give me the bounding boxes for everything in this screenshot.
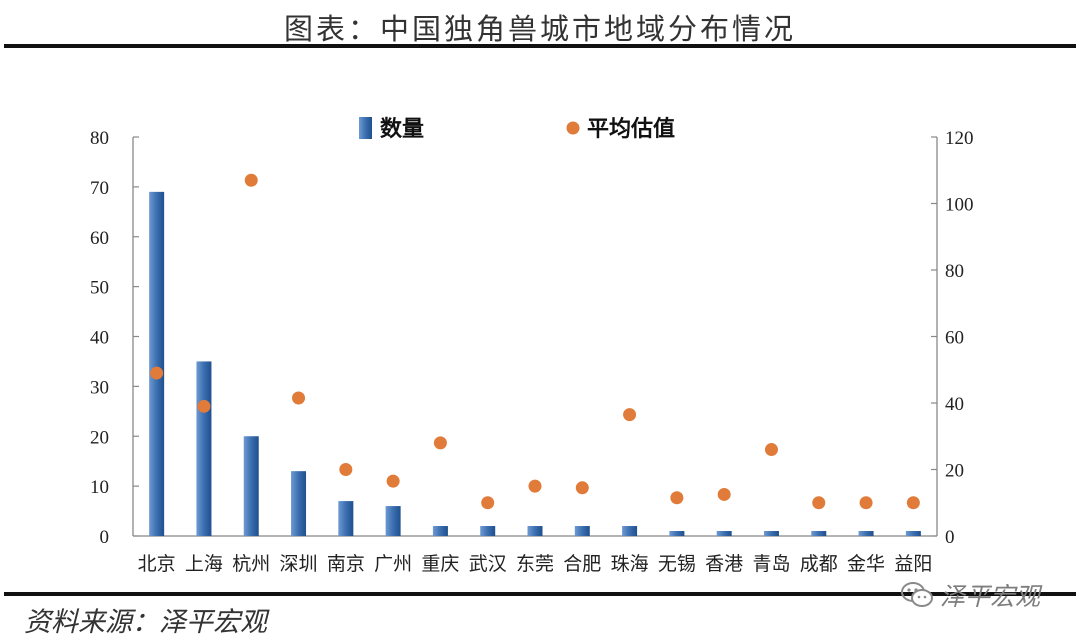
legend-label-bar: 数量 xyxy=(380,116,424,142)
bar xyxy=(669,531,685,536)
right-tick-label: 20 xyxy=(945,461,964,482)
category-label: 成都 xyxy=(800,553,838,575)
category-label: 珠海 xyxy=(611,553,649,575)
scatter-point xyxy=(575,481,589,495)
legend: 数量 平均估值 xyxy=(359,116,675,142)
scatter-point xyxy=(244,173,258,187)
scatter-point xyxy=(623,408,637,422)
legend-swatch-dot xyxy=(566,121,580,135)
category-label: 杭州 xyxy=(232,553,270,575)
bar xyxy=(858,531,874,536)
scatter-point xyxy=(481,496,495,510)
category-label: 金华 xyxy=(847,553,885,575)
right-tick-label: 120 xyxy=(945,128,974,149)
scatter-point xyxy=(717,487,731,501)
scatter-point xyxy=(292,391,306,405)
category-label: 合肥 xyxy=(563,553,601,575)
bar xyxy=(763,531,779,536)
left-tick-label: 20 xyxy=(90,427,109,448)
bar xyxy=(716,531,732,536)
left-tick-label: 10 xyxy=(90,477,109,498)
watermark-text: 泽平宏观 xyxy=(940,582,1041,611)
category-labels: 北京 上海 杭州 深圳 南京 广州 重庆 武汉 东莞 合肥 珠海 无锡 香港 青岛 成都 金华 益阳 xyxy=(138,553,933,575)
scatter-point xyxy=(433,436,447,450)
bar xyxy=(622,526,638,536)
scatter-point xyxy=(528,479,542,493)
scatter-point xyxy=(150,366,164,380)
left-tick-label: 0 xyxy=(100,527,110,548)
scatter-point xyxy=(812,496,826,510)
right-tick-label: 80 xyxy=(945,261,964,282)
right-tick-label: 0 xyxy=(945,527,955,548)
category-label: 重庆 xyxy=(421,553,459,575)
bottom-rule xyxy=(4,592,1076,596)
left-tick-label: 50 xyxy=(90,278,109,299)
scatter-point xyxy=(386,474,400,488)
category-label: 香港 xyxy=(705,553,743,575)
right-tick-label: 60 xyxy=(945,328,964,349)
category-label: 南京 xyxy=(327,553,365,575)
bar xyxy=(527,526,543,536)
combo-chart: 0 10 20 30 40 50 60 70 80 0 20 40 60 80 100 120 北京 上海 杭州深… xyxy=(90,116,974,575)
left-tick-label: 80 xyxy=(90,128,109,149)
category-label: 北京 xyxy=(138,553,176,575)
bar xyxy=(196,361,212,536)
watermark: 泽平宏观 xyxy=(900,578,1040,612)
source-note: 资料来源：泽平宏观 xyxy=(24,607,267,638)
figure-title: 图表：中国独角兽城市地域分布情况 xyxy=(283,12,796,46)
category-label: 深圳 xyxy=(280,553,318,575)
scatter-point xyxy=(670,491,684,505)
left-tick-label: 60 xyxy=(90,228,109,249)
category-label: 无锡 xyxy=(658,553,696,575)
scatter-point xyxy=(906,496,920,510)
bar xyxy=(905,531,921,536)
scatter-point xyxy=(197,399,211,413)
bar xyxy=(811,531,827,536)
category-label: 益阳 xyxy=(894,553,932,575)
left-tick-label: 30 xyxy=(90,377,109,398)
axis-ticks: 0 10 20 30 40 50 60 70 80 0 20 40 60 80 100 120 xyxy=(90,128,974,548)
right-tick-label: 40 xyxy=(945,394,964,415)
right-tick-label: 100 xyxy=(945,195,974,216)
category-label: 东莞 xyxy=(516,553,554,575)
scatter-point xyxy=(764,443,778,457)
bar xyxy=(385,506,401,536)
legend-swatch-bar xyxy=(359,117,372,139)
top-rule xyxy=(4,44,1076,48)
legend-label-dot: 平均估值 xyxy=(587,116,675,142)
bar xyxy=(243,436,259,536)
bar xyxy=(574,526,590,536)
scatter-point xyxy=(859,496,873,510)
bar xyxy=(291,471,307,536)
bar xyxy=(480,526,496,536)
category-label: 广州 xyxy=(374,553,412,575)
left-tick-label: 40 xyxy=(90,328,109,349)
bar xyxy=(149,191,165,537)
scatter-point xyxy=(339,463,353,476)
category-label: 青岛 xyxy=(752,553,790,575)
bar xyxy=(338,501,354,536)
category-label: 上海 xyxy=(185,553,223,575)
category-label: 武汉 xyxy=(469,553,507,575)
bar xyxy=(432,526,448,536)
scatter-series xyxy=(150,173,920,510)
wechat-icon xyxy=(901,582,933,607)
left-tick-label: 70 xyxy=(90,178,109,199)
